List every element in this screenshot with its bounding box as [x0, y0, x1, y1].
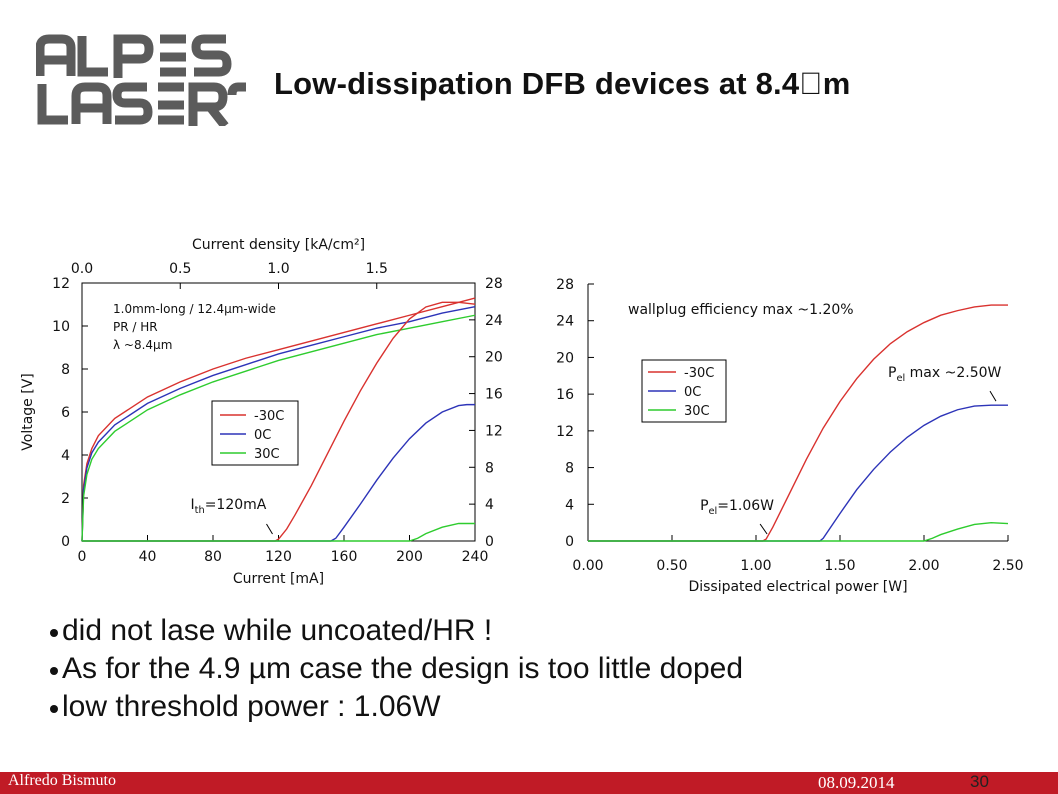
x-axis-label: Dissipated electrical power [W] — [688, 579, 907, 595]
info-text: wallplug efficiency max ~1.20% — [628, 302, 854, 318]
series-line-30C-right — [82, 522, 475, 542]
series-line--30C-left — [81, 297, 476, 542]
chart-power-vs-dissipated: 0.00 0.50 1.00 1.50 2.00 2.50 0 4 8 12 16 20 24 28 Dis… — [556, 277, 1023, 595]
y2-tick-label: 24 — [485, 313, 503, 329]
y-tick-label: 8 — [61, 362, 70, 378]
bullet-item: low threshold power : 1.06W — [50, 688, 743, 726]
info-text: λ ~8.4μm — [113, 338, 172, 352]
bullet-dot-icon — [50, 629, 58, 637]
x-tick-label: 200 — [396, 549, 423, 565]
slide-title: Low-dissipation DFB devices at 8.4 m — [274, 66, 851, 101]
x2-tick-label: 1.5 — [366, 261, 388, 277]
max-power-annotation: Pel max ~2.50W — [888, 365, 1002, 384]
annotation-tick — [759, 523, 768, 535]
legend-label: 30C — [254, 447, 280, 462]
legend-label: -30C — [684, 366, 714, 381]
y-axis-label: Voltage [V] — [20, 373, 36, 450]
x-tick-label: 0.00 — [572, 558, 603, 574]
x-tick-label: 240 — [462, 549, 489, 565]
series-line-0C-right — [82, 403, 475, 542]
x-tick-label: 0.50 — [656, 558, 687, 574]
bullet-text: did not lase while uncoated/HR ! — [62, 614, 493, 647]
x2-tick-label: 0.5 — [169, 261, 191, 277]
annotation-tick — [266, 523, 273, 535]
series-line--30C-right — [82, 301, 476, 542]
dissipation-annotation: Pel=1.06W — [700, 498, 774, 517]
y-tick-label: 20 — [556, 350, 574, 366]
info-text: 1.0mm-long / 12.4μm-wide — [113, 302, 276, 316]
legend-label: 0C — [684, 385, 701, 400]
y2-tick-label: 16 — [485, 387, 503, 403]
bullet-list: did not lase while uncoated/HR ! As for … — [50, 612, 743, 726]
x-tick-label: 40 — [139, 549, 157, 565]
y-tick-label: 4 — [61, 448, 70, 464]
x-tick-label: 120 — [265, 549, 292, 565]
x2-tick-label: 1.0 — [267, 261, 289, 277]
bullet-dot-icon — [50, 667, 58, 675]
bullet-item: did not lase while uncoated/HR ! — [50, 612, 743, 650]
y2-tick-label: 4 — [485, 497, 494, 513]
y-tick-label: 0 — [565, 534, 574, 550]
y-tick-label: 6 — [61, 405, 70, 421]
x-tick-label: 1.50 — [824, 558, 855, 574]
footer-date: 08.09.2014 — [818, 773, 895, 792]
page-number: 30 — [970, 772, 989, 791]
y2-tick-label: 0 — [485, 534, 494, 550]
x-tick-label: 80 — [204, 549, 222, 565]
x-tick-label: 160 — [331, 549, 358, 565]
footer-bar: Alfredo Bismuto 08.09.2014 30 — [0, 772, 1058, 794]
y-tick-label: 2 — [61, 491, 70, 507]
x2-axis-label: Current density [kA/cm²] — [192, 237, 365, 253]
company-logo — [36, 34, 248, 126]
series-line-0C-left — [81, 305, 476, 542]
x-tick-label: 2.50 — [992, 558, 1023, 574]
y2-tick-label: 8 — [485, 460, 494, 476]
info-text: PR / HR — [113, 320, 158, 334]
y2-tick-label: 28 — [485, 276, 503, 292]
series-line-30C — [588, 521, 1009, 542]
y2-tick-label: 20 — [485, 350, 503, 366]
y-tick-label: 24 — [556, 314, 574, 330]
x-tick-label: 1.00 — [740, 558, 771, 574]
legend-box — [211, 400, 299, 466]
x-axis-label: Current [mA] — [233, 571, 324, 587]
footer-author: Alfredo Bismuto — [8, 772, 116, 789]
x2-tick-label: 0.0 — [71, 261, 93, 277]
bullet-text: low threshold power : 1.06W — [62, 690, 441, 723]
annotation-tick — [989, 390, 997, 402]
series-line-0C — [588, 404, 1008, 542]
x-tick-label: 2.00 — [908, 558, 939, 574]
chart-voltage-power-vs-current: 0 40 80 120 160 200 24002468101204812162024280… — [20, 237, 503, 587]
bullet-text: As for the 4.9 µm case the design is too… — [62, 652, 744, 685]
legend-label: -30C — [254, 409, 284, 424]
bullet-item: As for the 4.9 µm case the design is too… — [50, 650, 743, 688]
y-tick-label: 12 — [556, 424, 574, 440]
y-tick-label: 28 — [556, 277, 574, 293]
y-tick-label: 0 — [61, 534, 70, 550]
y-tick-label: 4 — [565, 497, 574, 513]
legend-label: 30C — [684, 404, 710, 419]
threshold-annotation: Ith=120mA — [191, 497, 267, 516]
x-tick-label: 0 — [78, 549, 87, 565]
y-tick-label: 10 — [52, 319, 70, 335]
y-tick-label: 16 — [556, 387, 574, 403]
series-line--30C — [588, 304, 1008, 542]
y-tick-label: 8 — [565, 461, 574, 477]
legend-label: 0C — [254, 428, 271, 443]
y2-tick-label: 12 — [485, 423, 503, 439]
bullet-dot-icon — [50, 705, 58, 713]
series-line-30C-left — [81, 314, 476, 542]
y-tick-label: 12 — [52, 276, 70, 292]
